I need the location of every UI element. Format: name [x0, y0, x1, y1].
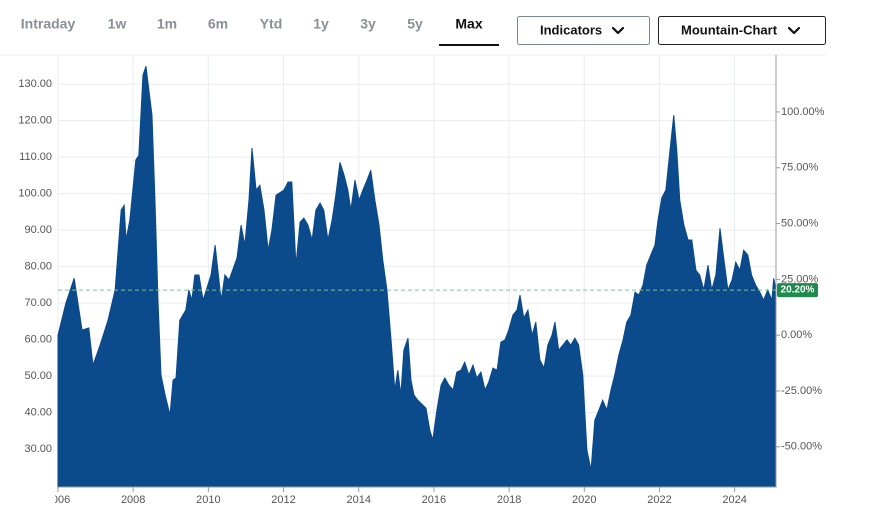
y-tick-label: 60.00 [24, 334, 52, 346]
y2-tick-label: 50.00% [781, 217, 819, 229]
dropdown-button[interactable] [517, 16, 650, 45]
x-tick-label: 2022 [647, 494, 671, 506]
last-value-label: 20.20% [781, 285, 815, 296]
y-tick-label: 90.00 [24, 224, 52, 236]
y2-tick-label: 75.00% [781, 162, 819, 174]
chevron-icon [787, 26, 801, 35]
toolbar: Intraday 1w 1m 6m Ytd 1y 3y 5y Max Indicators Moun… [21, 16, 826, 46]
x-tick-label: 2018 [497, 494, 521, 506]
tab[interactable]: Ytd [260, 16, 283, 32]
y-tick-label: 70.00 [24, 297, 52, 309]
dropdown-label: Indicators [540, 22, 602, 37]
y2-tick-label: 0.00% [781, 329, 812, 341]
tab[interactable]: 1m [157, 16, 177, 32]
y-tick-label: 110.00 [19, 151, 52, 163]
x-tick-label: 2006 [46, 494, 70, 506]
x-tick-label: 2024 [722, 494, 746, 506]
x-tick-label: 2020 [572, 494, 596, 506]
y-tick-label: 50.00 [24, 370, 52, 382]
tab[interactable]: 6m [208, 16, 228, 32]
chart: 30.00 40.00 50.00 60.00 70.00 80.00 90.00 100.0… [0, 54, 826, 506]
y-tick-label: 30.00 [24, 443, 52, 455]
y2-tick-label: -25.00% [781, 385, 822, 397]
y2-tick-label: 100.00% [781, 106, 825, 118]
last-value-badge [777, 283, 818, 298]
x-tick-label: 2014 [346, 494, 370, 506]
y-tick-label: 120.00 [18, 115, 52, 127]
x-tick-label: 2008 [121, 494, 145, 506]
tab[interactable]: 1y [313, 16, 329, 32]
dropdown-button[interactable] [658, 16, 826, 45]
y2-tick-label: 25.00% [781, 273, 819, 285]
y-tick-label: 100.00 [18, 188, 52, 200]
x-tick-label: 2010 [196, 494, 220, 506]
tab[interactable]: 1w [108, 16, 127, 32]
active-tab-underline [439, 44, 499, 46]
tab[interactable]: 5y [407, 16, 423, 32]
dropdown-label: Mountain-Chart [681, 22, 778, 37]
tab[interactable]: Max [455, 16, 482, 32]
y-tick-label: 130.00 [18, 78, 52, 90]
x-tick-label: 2012 [271, 494, 295, 506]
area [57, 66, 777, 488]
y-tick-label: 80.00 [24, 261, 52, 273]
tab[interactable]: 3y [360, 16, 376, 32]
y2-tick-label: -50.00% [781, 441, 822, 453]
y-tick-label: 40.00 [24, 406, 52, 418]
x-tick-label: 2016 [422, 494, 446, 506]
tab[interactable]: Intraday [21, 16, 76, 32]
chevron-icon [611, 26, 625, 35]
